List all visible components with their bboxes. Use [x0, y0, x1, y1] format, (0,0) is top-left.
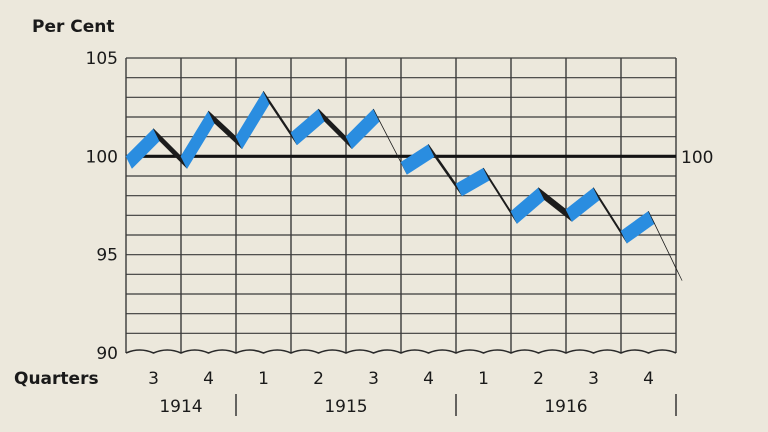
series-segment-rise	[455, 167, 490, 197]
series-segment-rise	[235, 91, 270, 149]
series-segment-rise	[510, 187, 545, 224]
series-segment-rise	[345, 108, 380, 149]
series-segment-fall	[648, 211, 683, 281]
axis-break-wave	[125, 349, 677, 354]
series-segment-fall	[428, 144, 463, 197]
series-segment-rise	[180, 110, 215, 169]
x-tick-label: 4	[423, 369, 434, 389]
y-axis-label: Per Cent	[32, 17, 115, 37]
series-segment-rise	[620, 211, 655, 244]
y-tick-label: 90	[96, 344, 118, 364]
x-tick-label: 1	[258, 369, 269, 389]
x-tick-label: 4	[643, 369, 654, 389]
series-segment-rise	[565, 187, 600, 222]
y-tick-label: 100	[86, 147, 118, 167]
x-tick-label: 2	[313, 369, 324, 389]
year-label: 1914	[159, 397, 202, 417]
series-segment-rise	[290, 108, 325, 146]
x-tick-label: 2	[533, 369, 544, 389]
grid	[125, 57, 677, 354]
year-label: 1915	[324, 397, 367, 417]
series-segment-fall	[538, 187, 573, 222]
x-tick-label: 4	[203, 369, 214, 389]
series-segment-fall	[318, 108, 353, 149]
series-segment-rise	[125, 128, 160, 169]
x-tick-label: 3	[148, 369, 159, 389]
series-segment-rise	[400, 144, 435, 175]
y-tick-label: 95	[96, 246, 118, 266]
x-tick-label: 1	[478, 369, 489, 389]
x-axis-label: Quarters	[14, 369, 99, 389]
series	[125, 91, 683, 281]
y-tick-label: 105	[86, 49, 118, 69]
x-tick-label: 3	[588, 369, 599, 389]
series-segment-fall	[153, 128, 188, 169]
year-label: 1916	[544, 397, 587, 417]
x-tick-label: 3	[368, 369, 379, 389]
reference-line-label: 100	[681, 148, 713, 168]
